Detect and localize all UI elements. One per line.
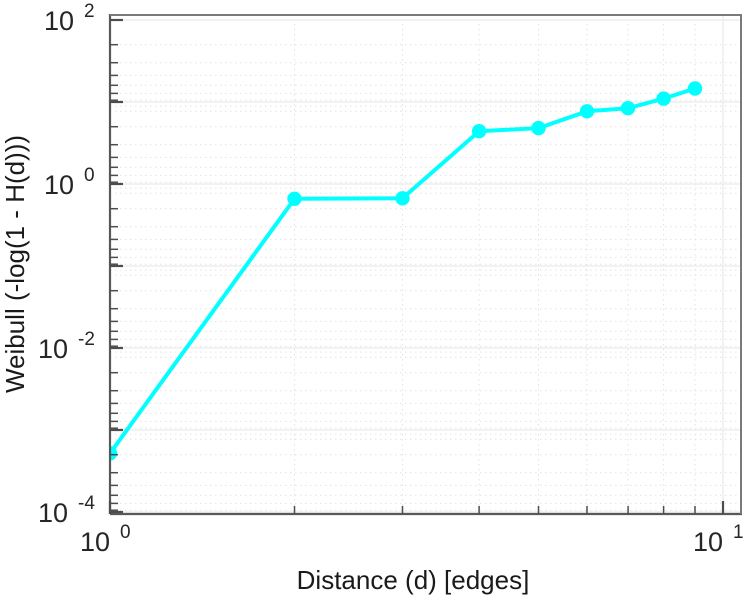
y-tick-label-1e-4: 10 -4 [38, 493, 95, 528]
data-point [287, 191, 302, 206]
x-tick-mantissa: 10 [693, 527, 723, 557]
y-tick-exponent: 0 [84, 165, 95, 186]
y-tick-label-1e-2: 10 -2 [38, 329, 95, 364]
y-axis-ticks [110, 18, 123, 514]
data-point [620, 101, 636, 116]
y-axis-title: Weibull (-log(1 - H(d))) [0, 135, 30, 393]
data-point [656, 91, 671, 106]
y-tick-mantissa: 10 [44, 6, 74, 36]
x-tick-mantissa: 10 [80, 527, 110, 557]
grid-major [110, 14, 742, 514]
series-weibull-transform [110, 81, 703, 461]
x-tick-exponent: 1 [733, 522, 744, 543]
y-tick-label-1e2: 10 2 [44, 1, 95, 36]
data-point [395, 191, 410, 206]
y-tick-labels: 10 2 10 0 10 -2 10 -4 [38, 1, 95, 528]
x-axis-ticks [108, 501, 725, 514]
data-point [110, 446, 118, 461]
x-tick-label-1e0: 10 0 [80, 522, 131, 557]
y-tick-exponent: 2 [84, 1, 95, 22]
y-tick-exponent: -4 [78, 493, 95, 514]
x-tick-exponent: 0 [120, 522, 131, 543]
y-tick-label-1e0: 10 0 [44, 165, 95, 200]
data-point [687, 81, 703, 96]
x-tick-label-1e1: 10 1 [693, 522, 744, 557]
x-axis-title: Distance (d) [edges] [297, 565, 530, 595]
y-tick-mantissa: 10 [38, 498, 68, 528]
x-tick-labels: 10 0 10 1 [80, 522, 744, 557]
data-point [471, 124, 487, 139]
y-tick-exponent: -2 [78, 329, 95, 350]
y-tick-mantissa: 10 [44, 170, 74, 200]
series-markers [110, 81, 703, 461]
data-point [579, 104, 595, 119]
data-point [531, 120, 546, 136]
y-tick-mantissa: 10 [38, 334, 68, 364]
